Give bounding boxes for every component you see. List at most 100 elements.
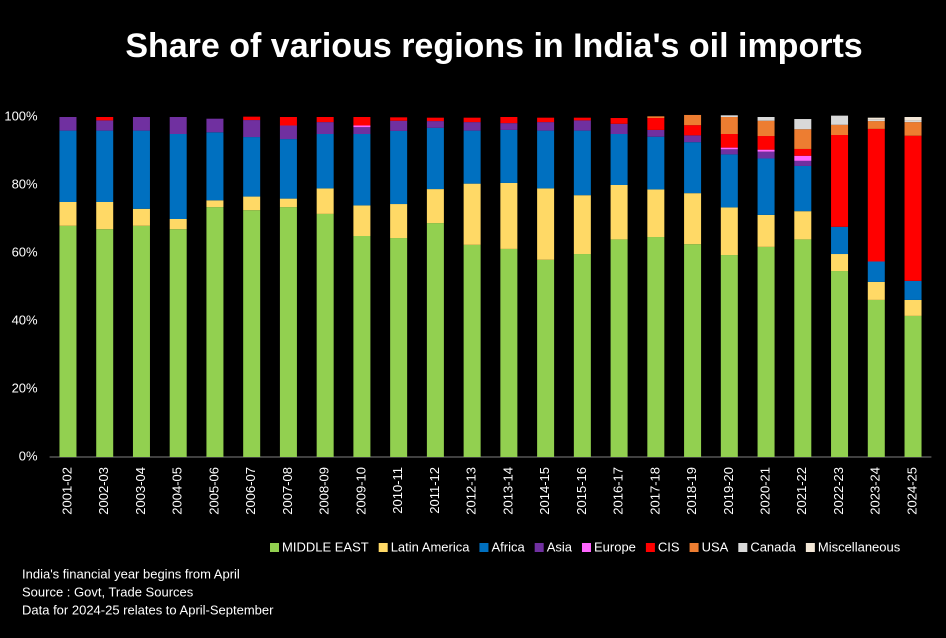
bar-segment xyxy=(867,119,885,122)
bar-segment xyxy=(390,117,408,121)
bar-segment xyxy=(96,130,114,202)
bar-segment xyxy=(831,226,849,255)
bar-segment xyxy=(684,135,702,143)
bar-segment xyxy=(794,211,812,240)
legend-swatch xyxy=(534,543,544,552)
bar-segment xyxy=(573,130,591,196)
bar-segment xyxy=(316,213,334,457)
bar-segment xyxy=(279,125,297,140)
y-tick-label: 20% xyxy=(12,380,38,395)
bar-segment xyxy=(904,135,922,281)
bar-segment xyxy=(757,158,775,215)
legend-label: Asia xyxy=(547,539,573,554)
bar-segment xyxy=(831,124,849,136)
x-tick-label: 2016-17 xyxy=(611,467,626,515)
bar-segment xyxy=(794,165,812,212)
bar-segment xyxy=(610,134,628,185)
bar-segment xyxy=(757,149,775,152)
bar-segment xyxy=(720,154,738,208)
bar-segment xyxy=(537,130,555,189)
x-tick-label: 2007-08 xyxy=(280,467,295,515)
x-tick-label: 2012-13 xyxy=(464,467,479,515)
bar-segment xyxy=(59,130,77,202)
chart-title: Share of various regions in India's oil … xyxy=(125,27,862,65)
x-tick-label: 2001-02 xyxy=(59,467,74,515)
bar-segment xyxy=(684,114,702,126)
x-tick-label: 2024-25 xyxy=(904,467,919,515)
bar-segment xyxy=(316,134,334,189)
x-tick-label: 2023-24 xyxy=(868,467,883,515)
bar-segment xyxy=(684,142,702,194)
bar-segment xyxy=(904,315,922,457)
legend-label: USA xyxy=(702,539,729,554)
bar-segment xyxy=(96,202,114,230)
bar-segment xyxy=(279,198,297,208)
bar-segment xyxy=(500,117,518,124)
bar-segment xyxy=(647,116,665,119)
bar-segment xyxy=(500,248,518,457)
bar-segment xyxy=(132,225,150,457)
x-tick-label: 2010-11 xyxy=(390,467,405,514)
bar-segment xyxy=(279,207,297,457)
x-tick-label: 2020-21 xyxy=(758,467,773,515)
x-tick-label: 2011-12 xyxy=(427,467,442,514)
legend-label: MIDDLE EAST xyxy=(282,539,369,554)
bar-segment xyxy=(390,120,408,131)
y-tick-label: 0% xyxy=(19,448,38,463)
bar-segment xyxy=(426,127,444,190)
legend-label: Europe xyxy=(594,539,636,554)
bar-segment xyxy=(353,127,371,134)
legend-swatch xyxy=(479,543,489,552)
bar-segment xyxy=(537,117,555,123)
bar-segment xyxy=(426,121,444,128)
bar-segment xyxy=(831,254,849,272)
bar-segment xyxy=(684,193,702,245)
bar-segment xyxy=(500,182,518,249)
bar-segment xyxy=(59,202,77,226)
bar-segment xyxy=(867,128,885,262)
x-tick-label: 2003-04 xyxy=(133,467,148,515)
bar-segment xyxy=(96,117,114,121)
bar-segment xyxy=(757,246,775,457)
bar-segment xyxy=(463,122,481,131)
bar-segment xyxy=(904,280,922,300)
bar-segment xyxy=(59,117,77,131)
bar-segment xyxy=(390,204,408,239)
x-tick-label: 2013-14 xyxy=(500,467,515,515)
bar-segment xyxy=(573,117,591,121)
bar-segment xyxy=(647,189,665,238)
bar-segment xyxy=(463,183,481,245)
legend-swatch xyxy=(738,543,748,552)
bar-segment xyxy=(867,117,885,120)
bar-segment xyxy=(904,122,922,136)
legend-swatch xyxy=(581,543,591,552)
bar-segment xyxy=(132,130,150,209)
y-tick-label: 80% xyxy=(12,176,38,191)
bar-segment xyxy=(757,117,775,121)
bar-segment xyxy=(867,261,885,282)
bar-segment xyxy=(794,148,812,156)
bar-segment xyxy=(169,219,187,230)
bar-segment xyxy=(684,244,702,457)
legend-swatch xyxy=(378,543,388,552)
bar-segment xyxy=(647,129,665,137)
bar-segment xyxy=(573,120,591,131)
bar-segment xyxy=(720,134,738,148)
bar-segment xyxy=(610,185,628,240)
legend-swatch xyxy=(645,543,655,552)
bar-segment xyxy=(316,122,334,134)
bar-segment xyxy=(537,259,555,457)
bar-segment xyxy=(757,136,775,150)
footnote: Source : Govt, Trade Sources xyxy=(22,584,194,599)
bar-segment xyxy=(867,121,885,129)
bar-segment xyxy=(720,255,738,457)
bar-segment xyxy=(610,118,628,124)
bar-segment xyxy=(573,254,591,457)
bar-segment xyxy=(390,130,408,205)
x-tick-label: 2021-22 xyxy=(794,467,809,515)
y-tick-label: 100% xyxy=(4,108,38,123)
x-tick-label: 2019-20 xyxy=(721,467,736,515)
bar-segment xyxy=(794,119,812,130)
bar-segment xyxy=(353,205,371,236)
